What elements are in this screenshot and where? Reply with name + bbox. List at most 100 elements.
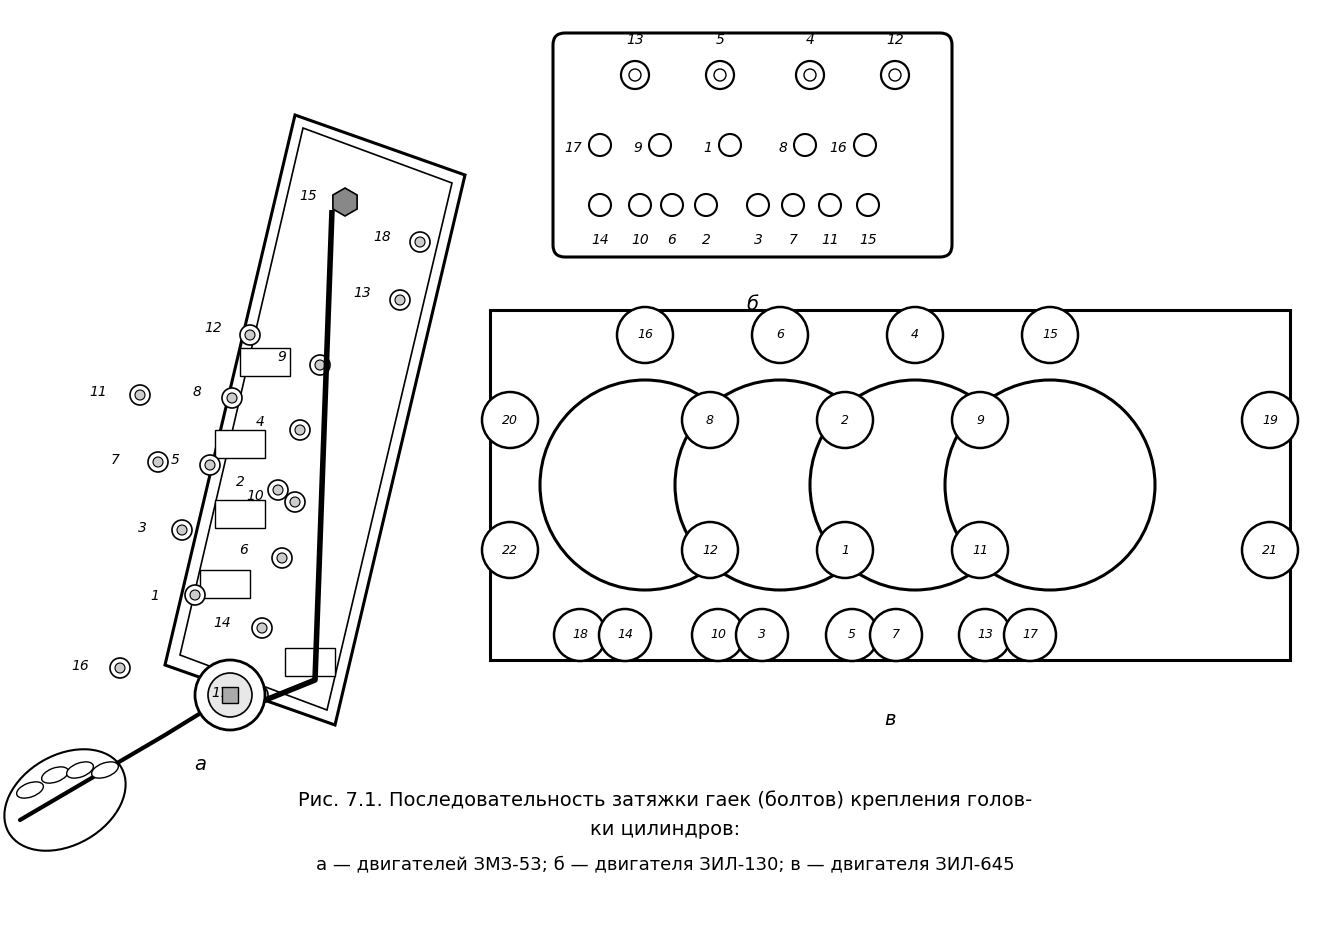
Circle shape [682, 392, 738, 448]
Circle shape [110, 658, 130, 678]
Circle shape [747, 194, 769, 216]
Circle shape [268, 480, 288, 500]
Text: 7: 7 [892, 629, 900, 642]
Circle shape [1022, 307, 1078, 363]
Text: 21: 21 [1263, 544, 1278, 557]
Text: 17: 17 [211, 686, 229, 700]
Circle shape [819, 194, 841, 216]
Text: 11: 11 [971, 544, 987, 557]
Circle shape [222, 388, 242, 408]
Circle shape [253, 618, 272, 638]
Text: 14: 14 [213, 616, 231, 630]
Text: 6: 6 [776, 329, 784, 342]
Circle shape [310, 355, 330, 375]
Text: 8: 8 [193, 385, 202, 399]
Text: 3: 3 [754, 233, 763, 247]
Text: 7: 7 [110, 453, 120, 467]
Circle shape [389, 290, 411, 310]
Circle shape [136, 390, 145, 400]
Circle shape [185, 585, 205, 605]
Circle shape [855, 134, 876, 156]
Text: 5: 5 [170, 453, 179, 467]
Circle shape [554, 609, 606, 661]
Text: 15: 15 [859, 233, 877, 247]
Circle shape [290, 420, 310, 440]
Text: 15: 15 [299, 189, 316, 203]
Circle shape [482, 392, 538, 448]
Circle shape [752, 307, 808, 363]
Circle shape [395, 295, 405, 305]
Bar [490, 310, 1290, 660]
Text: 14: 14 [617, 629, 633, 642]
Text: 17: 17 [1022, 629, 1038, 642]
Text: 6: 6 [667, 233, 676, 247]
Text: 4: 4 [910, 329, 918, 342]
Circle shape [889, 69, 901, 81]
Circle shape [177, 525, 187, 535]
Bar [215, 500, 264, 528]
Circle shape [589, 194, 611, 216]
Circle shape [130, 385, 150, 405]
Circle shape [817, 392, 873, 448]
Text: 4: 4 [255, 415, 264, 429]
Ellipse shape [4, 749, 126, 851]
Text: а: а [194, 755, 206, 774]
Circle shape [695, 194, 718, 216]
Circle shape [256, 623, 267, 633]
Text: 3: 3 [138, 521, 146, 535]
Circle shape [241, 325, 260, 345]
Bar [241, 348, 290, 376]
Ellipse shape [66, 762, 93, 778]
Circle shape [817, 522, 873, 578]
Circle shape [675, 380, 885, 590]
Circle shape [253, 690, 263, 700]
Text: 18: 18 [571, 629, 587, 642]
Circle shape [706, 61, 734, 89]
Circle shape [411, 232, 431, 252]
Text: ки цилиндров:: ки цилиндров: [590, 820, 740, 839]
Circle shape [617, 307, 672, 363]
Circle shape [827, 609, 878, 661]
Circle shape [960, 609, 1011, 661]
Circle shape [952, 392, 1007, 448]
Circle shape [116, 663, 125, 673]
Circle shape [886, 307, 944, 363]
Text: 1: 1 [703, 141, 712, 155]
Circle shape [171, 520, 191, 540]
Circle shape [245, 330, 255, 340]
Ellipse shape [17, 782, 44, 799]
Text: 5: 5 [848, 629, 856, 642]
Circle shape [1243, 522, 1298, 578]
Circle shape [205, 460, 215, 470]
Circle shape [276, 553, 287, 563]
Ellipse shape [41, 767, 68, 783]
Text: 16: 16 [829, 141, 847, 155]
Text: 14: 14 [591, 233, 609, 247]
Text: 2: 2 [702, 233, 711, 247]
Polygon shape [165, 115, 465, 725]
Text: 10: 10 [710, 629, 726, 642]
Circle shape [482, 522, 538, 578]
Text: 17: 17 [565, 141, 582, 155]
Circle shape [870, 609, 922, 661]
Text: 13: 13 [977, 629, 993, 642]
Circle shape [809, 380, 1019, 590]
Circle shape [148, 452, 167, 472]
Circle shape [804, 69, 816, 81]
Text: 12: 12 [886, 33, 904, 47]
Circle shape [335, 192, 355, 212]
Text: 6: 6 [239, 543, 249, 557]
FancyBboxPatch shape [553, 33, 952, 257]
Circle shape [1003, 609, 1057, 661]
Text: 19: 19 [1263, 414, 1278, 427]
Text: Рис. 7.1. Последовательность затяжки гаек (болтов) крепления голов-: Рис. 7.1. Последовательность затяжки гае… [298, 790, 1033, 810]
Circle shape [714, 69, 726, 81]
Circle shape [209, 673, 253, 717]
Circle shape [1243, 392, 1298, 448]
Text: 1: 1 [150, 589, 159, 603]
Text: 20: 20 [502, 414, 518, 427]
Text: 10: 10 [246, 489, 264, 503]
Text: 18: 18 [373, 230, 391, 244]
Text: 7: 7 [788, 233, 797, 247]
Bar [215, 430, 264, 458]
